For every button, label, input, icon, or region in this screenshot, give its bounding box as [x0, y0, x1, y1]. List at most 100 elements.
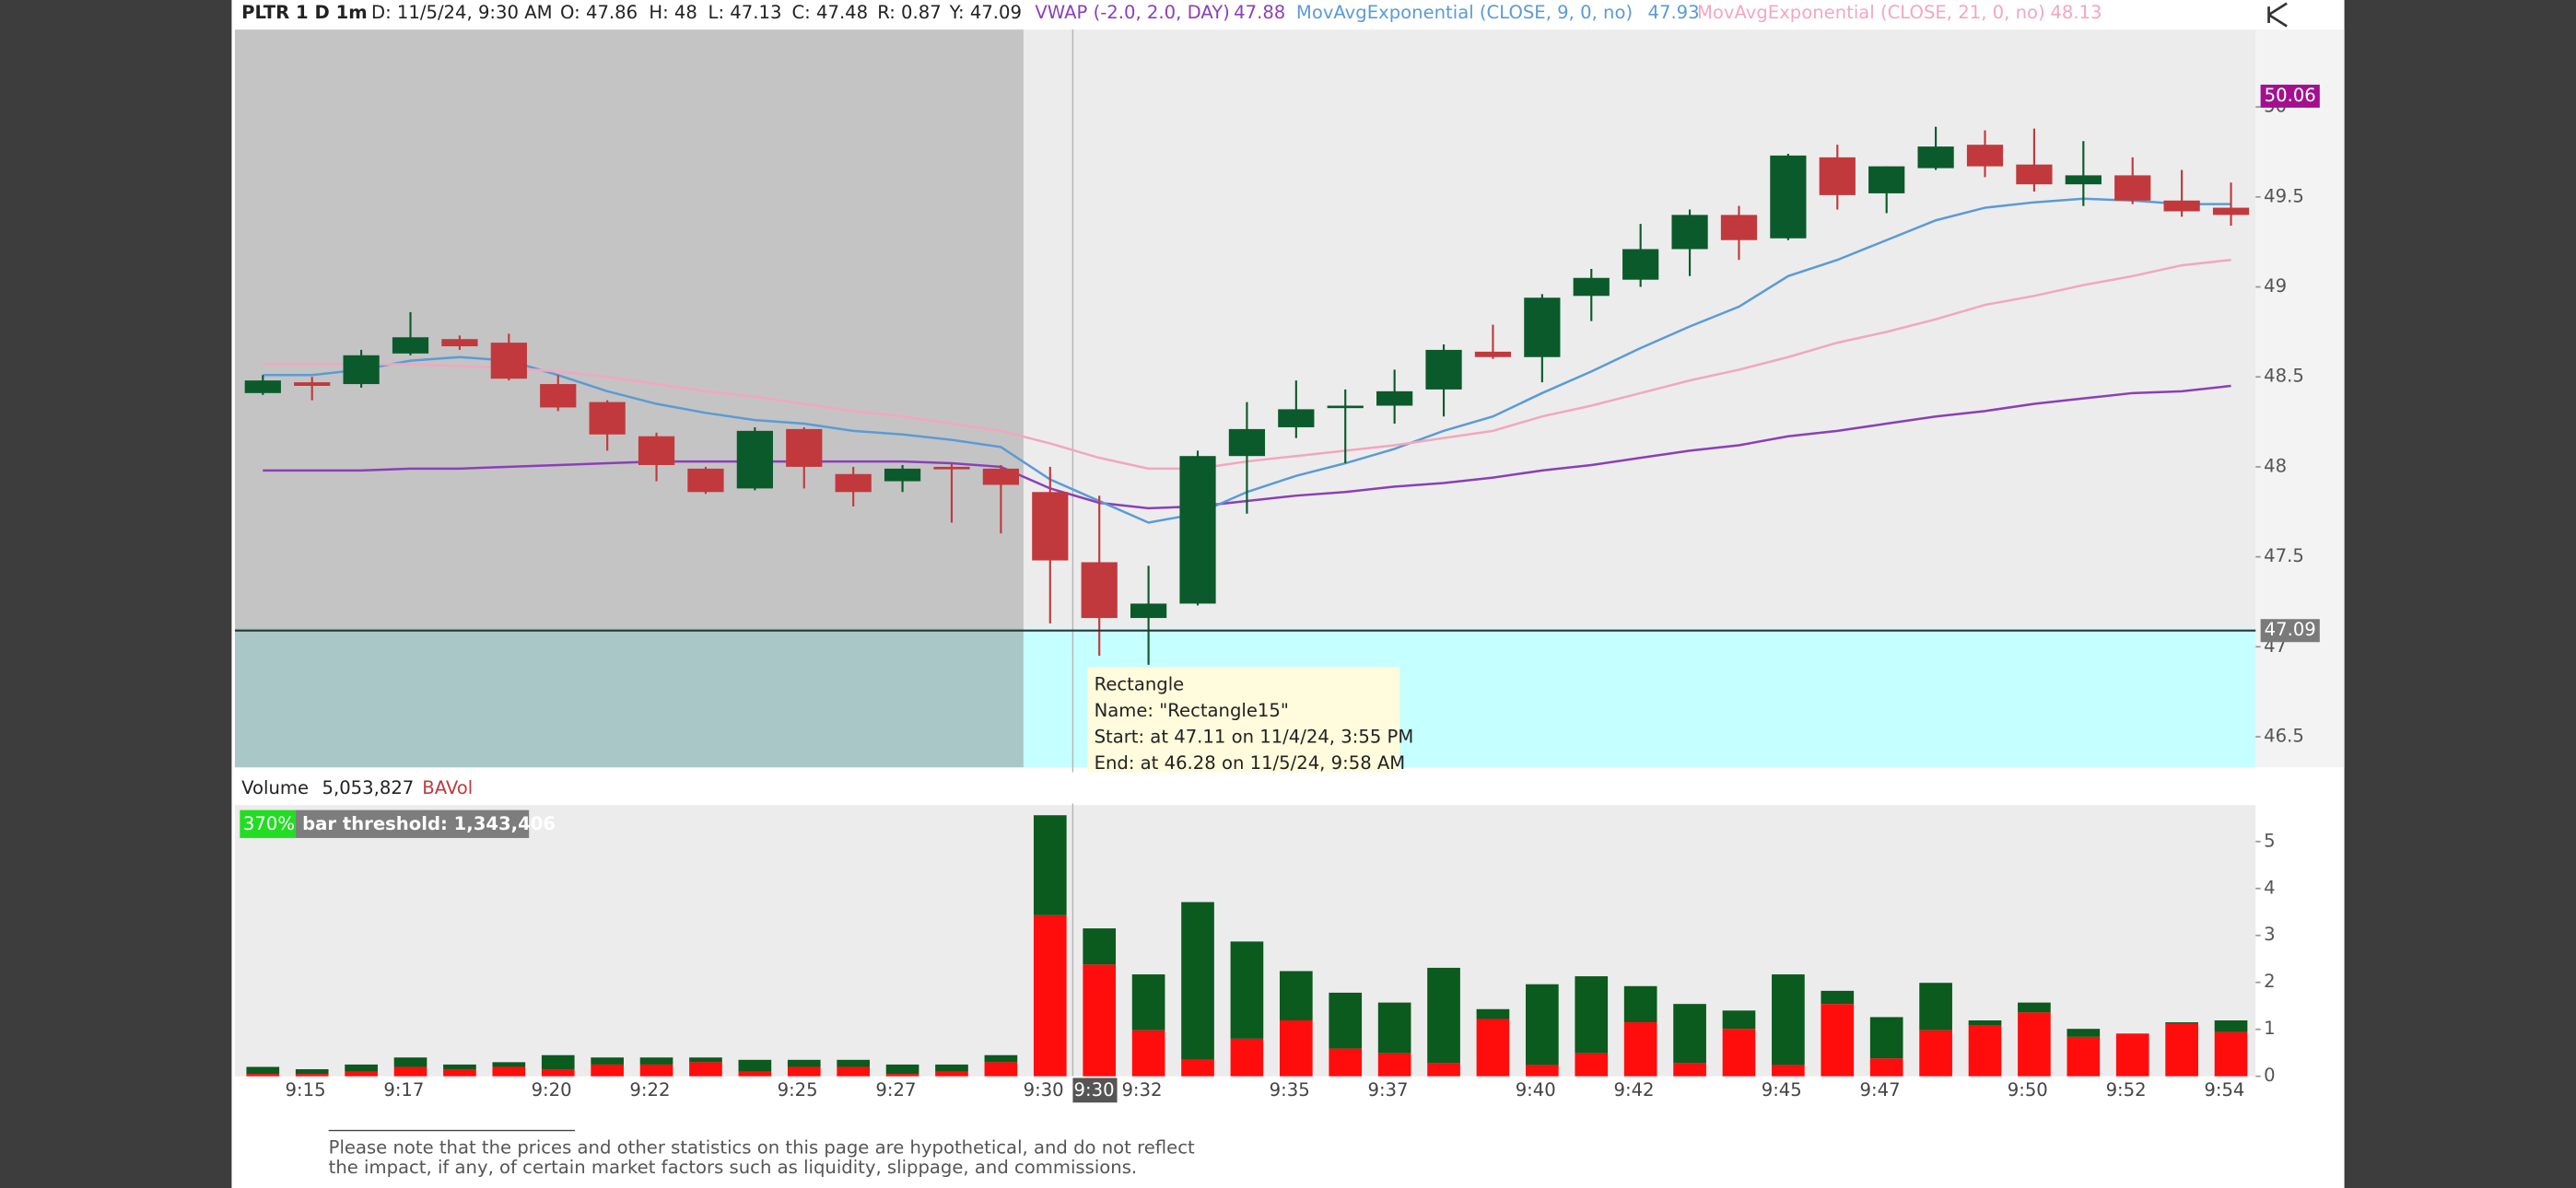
- volume-bar: [1575, 976, 1609, 1054]
- candle-body: [540, 384, 577, 408]
- candle-body: [1130, 603, 1167, 619]
- disclaimer: the impact, if any, of certain market fa…: [329, 1157, 1138, 1178]
- candle-body: [294, 382, 331, 386]
- volume-bar: [1279, 1020, 1313, 1077]
- x-tick-label: 9:15: [286, 1079, 326, 1101]
- candle-body: [244, 380, 281, 393]
- threshold-badge: 370%: [243, 813, 295, 834]
- candle-body: [1917, 146, 1954, 169]
- volume-bar: [1131, 974, 1165, 1031]
- volume-bar: [1131, 1030, 1165, 1077]
- volume-title: Volume: [241, 777, 309, 798]
- candle-body: [441, 339, 478, 347]
- legend-value: 48.13: [2050, 2, 2102, 23]
- y-tick-label: 3: [2264, 924, 2275, 945]
- volume-bar: [1427, 1063, 1460, 1077]
- y-tick-label: 48.5: [2264, 366, 2304, 387]
- candle-body: [1868, 166, 1905, 193]
- disclaimer: Please note that the prices and other st…: [329, 1137, 1195, 1159]
- study-label: BAVol: [422, 777, 473, 798]
- volume-bar: [2165, 1023, 2198, 1077]
- candle-body: [2016, 164, 2053, 185]
- volume-bar: [2165, 1022, 2198, 1024]
- volume-header-bg: [234, 772, 2256, 804]
- volume-bar: [1772, 1065, 1805, 1077]
- volume-bar: [639, 1064, 673, 1077]
- volume-bar: [1968, 1025, 2002, 1077]
- volume-bar: [345, 1071, 378, 1077]
- candle-body: [490, 343, 527, 379]
- volume-bar: [443, 1069, 476, 1077]
- volume-bar: [2115, 1033, 2149, 1077]
- price-axis-bg: [2255, 29, 2345, 768]
- legend-entry: MovAvgExponential (CLOSE, 9, 0, no): [1296, 2, 1633, 23]
- header-item: C: 47.48: [791, 2, 868, 23]
- volume-bar: [393, 1066, 427, 1077]
- volume-bar: [591, 1064, 624, 1077]
- price-marker: 50.06: [2265, 85, 2316, 106]
- header-item: Y: 47.09: [949, 2, 1022, 23]
- candle-body: [736, 430, 773, 489]
- volume-bar: [2214, 1031, 2248, 1077]
- legend-value: 47.88: [1234, 2, 1285, 23]
- rectangle-shade: [234, 627, 1024, 768]
- volume-bar: [787, 1066, 821, 1077]
- volume-bar: [1575, 1053, 1609, 1077]
- candle-body: [2163, 200, 2200, 212]
- legend-value: 47.93: [1648, 2, 1700, 23]
- candle-body: [1376, 390, 1413, 406]
- candle-body: [1474, 351, 1512, 357]
- volume-bar: [738, 1059, 772, 1072]
- x-tick-label: 9:52: [2106, 1079, 2147, 1101]
- y-tick-label: 5: [2264, 830, 2275, 851]
- volume-bar: [541, 1054, 575, 1070]
- volume-bar: [984, 1062, 1018, 1077]
- threshold-label: bar threshold: 1,343,406: [302, 813, 556, 834]
- y-tick-label: 2: [2264, 971, 2275, 992]
- candle-body: [884, 468, 921, 482]
- candle-body: [1327, 405, 1364, 409]
- volume-bar: [1329, 992, 1363, 1049]
- candle-body: [1081, 562, 1118, 619]
- cursor-time: 9:30: [1074, 1079, 1115, 1101]
- volume-bar: [295, 1069, 329, 1075]
- volume-bar: [1821, 1004, 1855, 1077]
- x-tick-label: 9:22: [629, 1079, 670, 1101]
- volume-bar: [885, 1074, 919, 1077]
- candle-body: [933, 466, 970, 470]
- volume-bar: [1673, 1004, 1706, 1064]
- y-tick-label: 49.5: [2264, 185, 2304, 206]
- candle-body: [343, 355, 380, 385]
- x-tick-label: 9:40: [1516, 1079, 1556, 1101]
- legend-entry: MovAvgExponential (CLOSE, 21, 0, no): [1697, 2, 2045, 23]
- price-marker: 47.09: [2265, 619, 2316, 640]
- volume-bar: [1230, 1038, 1264, 1077]
- collapse-icon[interactable]: [2267, 2, 2288, 28]
- volume-bar: [935, 1064, 968, 1072]
- legend-entry: VWAP (-2.0, 2.0, DAY): [1035, 2, 1229, 23]
- x-tick-label: 9:30: [1024, 1079, 1064, 1101]
- candle-body: [1425, 349, 1462, 390]
- volume-bar: [1329, 1048, 1363, 1077]
- tooltip: Rectangle Name: "Rectangle15" Start: at …: [1087, 667, 1413, 776]
- volume-bar: [591, 1057, 624, 1065]
- volume-bar: [885, 1064, 919, 1075]
- candle-body: [1770, 155, 1807, 239]
- tooltip-line: End: at 46.28 on 11/5/24, 9:58 AM: [1095, 752, 1406, 774]
- volume-bar: [1772, 974, 1805, 1066]
- volume-bar: [639, 1057, 673, 1065]
- plot-layer: PLTR 1 D 1m D: 11/5/24, 9:30 AM O: 47.86 H:…: [234, 2, 2320, 1101]
- extended-hours-shade: [234, 29, 1024, 628]
- volume-bar: [541, 1069, 575, 1077]
- volume-bar: [1476, 1019, 1510, 1077]
- x-tick-label: 9:25: [778, 1079, 818, 1101]
- volume-bar: [1033, 914, 1067, 1077]
- volume-bar: [1722, 1010, 1756, 1030]
- volume-bar: [1279, 971, 1313, 1021]
- volume-bar: [1083, 928, 1117, 965]
- candle-body: [1819, 157, 1856, 195]
- header-item: O: 47.86: [560, 2, 638, 23]
- volume-bar: [1673, 1063, 1706, 1077]
- candle-body: [1671, 215, 1708, 250]
